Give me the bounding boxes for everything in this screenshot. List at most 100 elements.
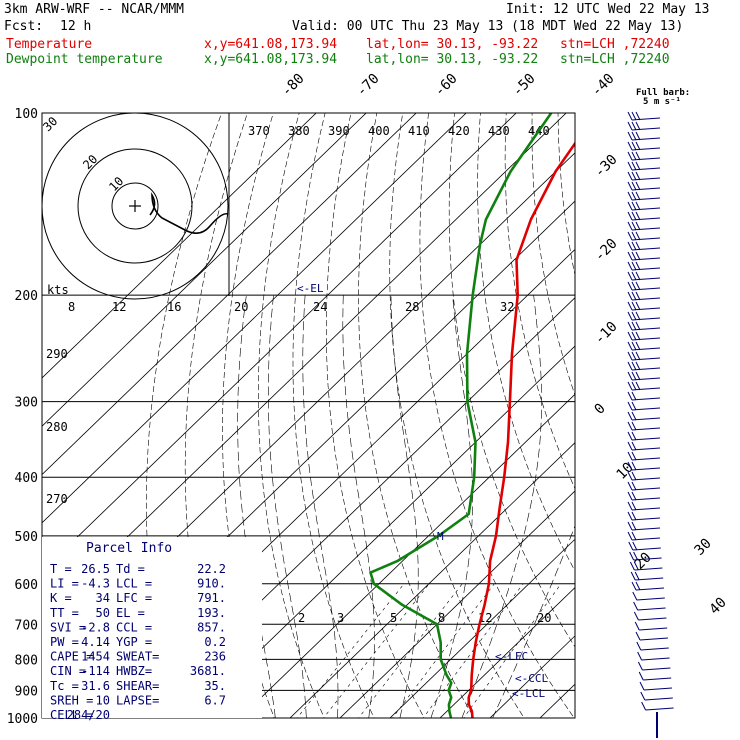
wind-barb [631,147,661,151]
dry-adiabat [419,113,575,718]
dry-adiabat [146,113,222,718]
moist-adiabat [492,525,575,718]
parcel-info-cell: 31.6 [81,679,110,693]
mixing-ratio-line [323,583,430,718]
wind-barb [631,137,661,141]
isotherm-label: -50 [510,71,539,100]
parcel-info-cell: 857. [197,620,226,634]
wind-barb [642,667,671,671]
temperature-latlon: lat,lon= 30.13, -93.22 [366,37,539,52]
parcel-info-cell: -4.3 [81,577,110,591]
forecast-label: Fcst: [4,19,44,34]
isotherm [42,113,417,476]
parcel-info-cell: 34 [96,591,110,605]
barb-legend-line2: 5 m s⁻¹ [643,97,681,107]
level-mark: <-EL [297,282,324,295]
wind-barb [631,377,661,381]
pressure-tick-label: 100 [15,107,38,122]
wind-barb [631,237,661,241]
theta-label: 400 [368,124,390,138]
moist-adiabat [461,295,542,718]
temperature-station: stn=LCH ,72240 [560,37,670,52]
hodograph-speed-label: 8 [68,300,75,314]
parcel-info-cell: LFC = [116,591,152,605]
parcel-info-cell: T = [50,562,72,576]
isotherm-label: -10 [592,319,621,348]
pressure-tick-label: 400 [15,471,38,486]
mixing-ratio-line [358,583,463,718]
parcel-info-cell: 236 [204,650,226,664]
wind-barb [631,397,661,401]
dewpoint-legend: Dewpoint temperature [6,52,163,67]
moist-adiabat [342,295,375,718]
hodograph-trace [149,192,229,234]
plot-frame [41,112,576,719]
wind-barb [635,587,665,591]
wind-barb [631,327,661,331]
wind-barb [631,457,661,461]
parcel-info-cell: EL = [116,606,145,620]
parcel-info-cell: 791. [197,591,226,605]
parcel-info-cell: CAPE = [50,650,93,664]
dry-adiabat [325,113,425,718]
parcel-info-cell: CIN = [50,664,86,678]
isotherm-label: -80 [279,71,308,100]
theta-left-label: 280 [46,420,68,434]
isotherm-label: 0 [592,401,609,418]
wind-barb [631,537,661,541]
wind-barb [631,357,661,361]
isotherm-label: 10 [614,460,637,483]
mixing-ratio-line [392,583,495,718]
series-temperature-line [467,141,575,718]
parcel-info-cell: 10 [96,693,110,707]
wind-barb [631,507,661,511]
parcel-info-cell: CCL = [116,620,152,634]
parcel-info-cell: Td = [116,562,145,576]
wind-barb [643,687,673,691]
dry-adiabat [477,113,575,572]
isotherm [339,490,575,718]
model-title: 3km ARW-WRF -- NCAR/MMM [4,2,185,17]
parcel-info-cell: 284/20 [67,708,110,722]
pressure-tick-label: 300 [15,396,38,411]
parcel-info-title: Parcel Info [86,541,172,556]
dewpoint-xy: x,y=641.08,173.94 [204,52,338,67]
init-time: Init: 12 UTC Wed 22 May 13 [506,2,710,17]
wind-barb [636,597,665,601]
wind-barb [631,217,661,221]
wind-barb [640,647,669,651]
hodograph-ring [111,182,159,230]
theta-label: 410 [408,124,430,138]
wind-barb [631,337,661,341]
hodograph-speed-label: 28 [405,300,419,314]
valid-time: Valid: 00 UTC Thu 23 May 13 (18 MDT Wed … [292,19,684,34]
barb-legend-line1: Full barb: [636,88,690,98]
parcel-info-cell: SHEAR= [116,679,159,693]
dry-adiabat [504,113,575,490]
wind-barb [638,617,667,621]
isotherm-label: -30 [592,152,621,181]
moist-adiabat [430,295,473,718]
parcel-info-cell: Tc = [50,679,79,693]
wind-barb [645,707,674,711]
isotherm [42,113,567,621]
parcel-info-cell: 3681. [190,664,226,678]
isotherm-label: -60 [432,71,461,100]
wind-barb [631,487,661,491]
parcel-info-cell: TT = [50,606,79,620]
isotherm [42,113,367,427]
hodograph-ring-label: 30 [40,114,60,134]
parcel-info-cell: 4.14 [81,635,110,649]
temperature-xy: x,y=641.08,173.94 [204,37,338,52]
mixing-ratio-label: 3 [337,611,344,625]
wind-barb [631,167,661,171]
series-dewpoint-line [369,113,553,718]
isotherm [239,393,575,718]
parcel-info-cell: PW = [50,635,79,649]
mixing-ratio-label: 5 [390,611,397,625]
cloud-marker: M [437,530,444,543]
hodograph-units: kts [47,283,69,297]
pressure-tick-label: 600 [15,578,38,593]
wind-barb [631,197,661,201]
parcel-info-cell: 1454 [81,650,110,664]
